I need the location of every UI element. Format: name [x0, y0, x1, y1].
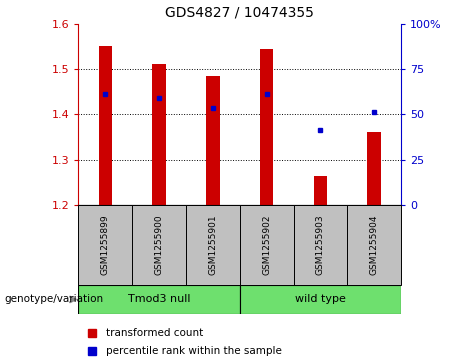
Bar	[78, 285, 240, 314]
Text: Tmod3 null: Tmod3 null	[128, 294, 190, 305]
Text: wild type: wild type	[295, 294, 346, 305]
Bar	[313, 176, 327, 205]
Text: percentile rank within the sample: percentile rank within the sample	[106, 346, 282, 356]
Text: genotype/variation: genotype/variation	[5, 294, 104, 305]
Bar	[186, 205, 240, 285]
Bar	[152, 65, 166, 205]
Text: GSM1255903: GSM1255903	[316, 215, 325, 276]
Bar	[240, 205, 294, 285]
Text: GSM1255899: GSM1255899	[101, 215, 110, 276]
Bar	[260, 49, 273, 205]
Text: GSM1255901: GSM1255901	[208, 215, 217, 276]
Bar	[78, 205, 132, 285]
Bar	[240, 285, 401, 314]
Bar	[132, 205, 186, 285]
Text: GSM1255900: GSM1255900	[154, 215, 164, 276]
Text: transformed count: transformed count	[106, 328, 203, 338]
Bar	[367, 132, 381, 205]
Text: GSM1255904: GSM1255904	[370, 215, 378, 275]
Text: GSM1255902: GSM1255902	[262, 215, 271, 275]
Title: GDS4827 / 10474355: GDS4827 / 10474355	[165, 6, 314, 20]
Bar	[294, 205, 347, 285]
Bar	[206, 76, 219, 205]
Bar	[99, 46, 112, 205]
Bar	[347, 205, 401, 285]
